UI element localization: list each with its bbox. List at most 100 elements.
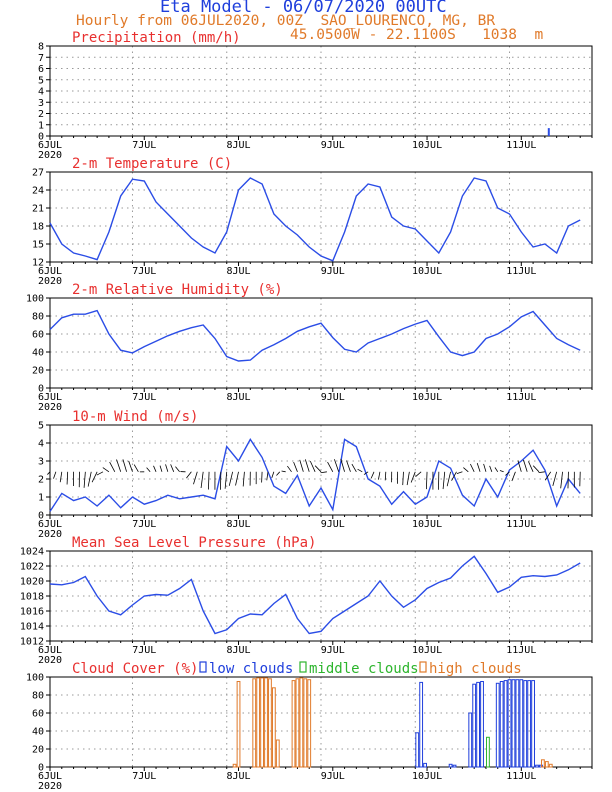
y-tick-label: 12 (32, 258, 44, 269)
wind-barb (415, 471, 422, 478)
wind-barb (370, 471, 375, 479)
legend-label: middle clouds (309, 661, 419, 677)
cloud-bar (419, 681, 424, 768)
x-tick-label: 9JUL (321, 519, 345, 530)
x-year-label: 2020 (38, 276, 62, 287)
x-tick-label: 8JUL (226, 392, 250, 403)
wind-barb (165, 464, 169, 472)
cloud-bar (291, 680, 296, 768)
wind-barb (66, 471, 69, 485)
wind-barb (538, 471, 545, 474)
station-elevation: 1038 m (482, 27, 544, 43)
x-tick-label: 8JUL (226, 645, 250, 656)
run-hourly-from: Hourly from 06JUL2020, 00Z (76, 13, 303, 29)
wind-barb (293, 461, 298, 472)
x-tick-label: 8JUL (226, 266, 250, 277)
y-tick-label: 20 (32, 745, 44, 756)
wind-barb (153, 465, 157, 472)
x-tick-label: 9JUL (321, 771, 345, 782)
y-tick-label: 1 (38, 493, 44, 504)
x-tick-label: 11JUL (506, 140, 536, 151)
x-tick-label: 7JUL (132, 140, 156, 151)
x-tick-label: 8JUL (226, 140, 250, 151)
legend-swatch (299, 661, 307, 673)
y-tick-label: 5 (38, 75, 44, 86)
cloud-bar (452, 764, 457, 768)
y-tick-label: 0 (38, 132, 44, 143)
wind-barb (133, 464, 139, 473)
cloud-bar (275, 739, 280, 768)
x-tick-label: 11JUL (506, 519, 536, 530)
x-tick-label: 10JUL (412, 519, 442, 530)
wind-barb (320, 471, 327, 474)
cloud-bar (448, 763, 453, 768)
cloud-bar (236, 681, 241, 768)
wind-barb (463, 467, 469, 473)
x-tick-label: 10JUL (412, 392, 442, 403)
y-tick-label: 4 (38, 439, 44, 450)
wind-barb (334, 459, 340, 472)
y-tick-label: 5 (38, 421, 44, 432)
panel-title: 2-m Relative Humidity (%) (72, 282, 283, 298)
cloud-bar (295, 678, 300, 768)
wind-barb (446, 471, 451, 487)
wind-barb (83, 471, 86, 488)
cloud-bar (271, 687, 276, 768)
wind-barb (363, 471, 369, 475)
x-year-label: 2020 (38, 655, 62, 666)
x-year-label: 2020 (38, 781, 62, 792)
x-tick-label: 7JUL (132, 392, 156, 403)
cloud-bar (544, 761, 549, 768)
wind-barb (122, 459, 127, 472)
x-tick-label: 7JUL (132, 519, 156, 530)
wind-barb (224, 471, 228, 489)
y-tick-label: 1024 (20, 547, 44, 558)
y-tick-label: 1014 (20, 622, 44, 633)
wind-barb (271, 471, 275, 479)
cloud-bar (268, 678, 272, 768)
wind-barb (299, 459, 304, 472)
temp-series-line (49, 177, 581, 262)
wind-barb (346, 460, 351, 472)
y-tick-label: 80 (32, 691, 44, 702)
cloud-bar (519, 679, 524, 768)
x-year-label: 2020 (38, 150, 62, 161)
x-tick-label: 8JUL (226, 519, 250, 530)
mslp-series-line (49, 555, 581, 635)
wind-barb (483, 463, 487, 472)
y-tick-label: 1016 (20, 607, 44, 618)
cloud-bar (260, 677, 264, 768)
x-tick-label: 10JUL (412, 771, 442, 782)
wind-barb (200, 471, 204, 489)
x-tick-label: 11JUL (506, 266, 536, 277)
x-tick-label: 7JUL (132, 645, 156, 656)
wind-barb (235, 471, 239, 486)
y-tick-label: 1020 (20, 577, 44, 588)
wind-barb (517, 460, 522, 472)
wind-barb (287, 465, 292, 473)
x-tick-label: 9JUL (321, 266, 345, 277)
y-tick-label: 100 (26, 673, 44, 684)
x-year-label: 2020 (38, 529, 62, 540)
panel-title: Precipitation (mm/h) (72, 30, 241, 46)
legend-swatch (199, 661, 207, 673)
x-tick-label: 9JUL (321, 140, 345, 151)
y-tick-label: 15 (32, 240, 44, 251)
x-tick-label: 10JUL (412, 140, 442, 151)
wind-barb (489, 465, 493, 472)
wind-barb (442, 471, 446, 490)
wind-barb (511, 471, 516, 482)
station-coords: 45.0500W - 22.1100S (290, 27, 456, 43)
y-tick-label: 7 (38, 53, 44, 64)
cloud-bar (495, 682, 500, 768)
x-tick-label: 10JUL (412, 645, 442, 656)
x-tick-label: 10JUL (412, 266, 442, 277)
legend-label: high clouds (429, 661, 522, 677)
cloud-bar (264, 677, 268, 768)
wind-barb (357, 468, 363, 473)
x-tick-label: 11JUL (506, 645, 536, 656)
y-tick-label: 1 (38, 120, 44, 131)
wind-barb (351, 463, 357, 472)
wind-barb (186, 471, 192, 479)
